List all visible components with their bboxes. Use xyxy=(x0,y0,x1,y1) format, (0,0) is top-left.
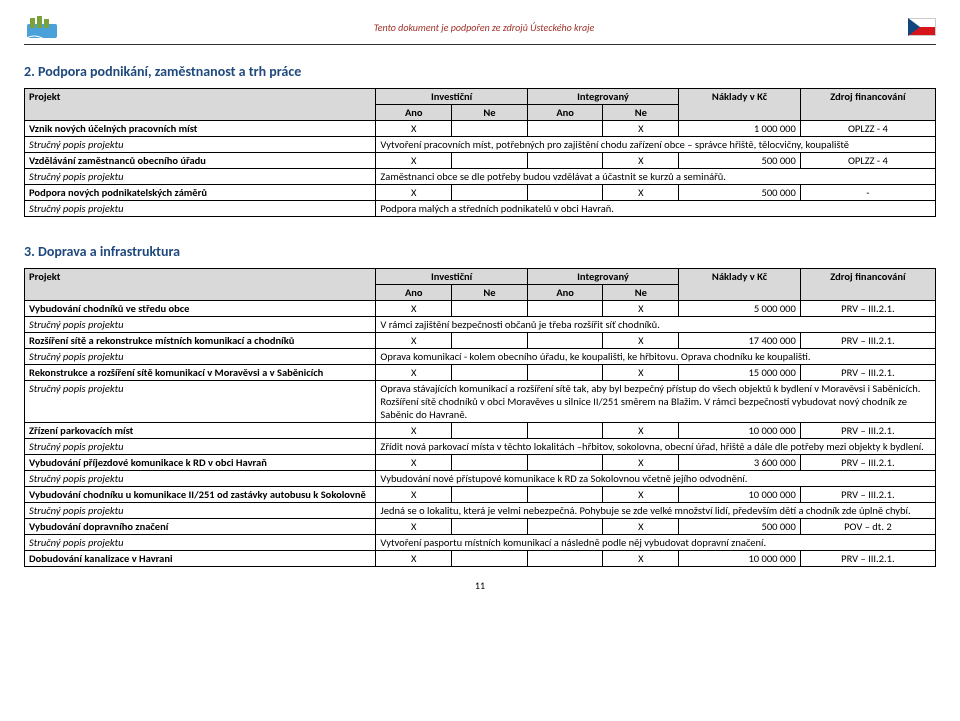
header-subtitle: Tento dokument je podpořen ze zdrojů Úst… xyxy=(60,21,908,34)
col-inv-ano: Ano xyxy=(376,285,452,301)
table-header: Projekt Investiční Integrovaný Náklady v… xyxy=(25,89,936,121)
col-source: Zdroj financování xyxy=(800,269,935,301)
col-invest: Investiční xyxy=(376,269,527,285)
col-source: Zdroj financování xyxy=(800,89,935,121)
col-int-ne: Ne xyxy=(603,105,679,121)
table-desc-row: Stručný popis projektuVybudování nové př… xyxy=(25,471,936,487)
col-inv-ano: Ano xyxy=(376,105,452,121)
table-desc-row: Stručný popis projektuZaměstnanci obce s… xyxy=(25,169,936,185)
table-row: Vzdělávání zaměstnanců obecního úřaduXX5… xyxy=(25,153,936,169)
table-row: Vybudování chodníku u komunikace II/251 … xyxy=(25,487,936,503)
section-2-title: 2. Podpora podnikání, zaměstnanost a trh… xyxy=(24,63,936,80)
col-cost: Náklady v Kč xyxy=(679,89,801,121)
region-logo xyxy=(24,12,60,42)
table-header: Projekt Investiční Integrovaný Náklady v… xyxy=(25,269,936,301)
page-header: Tento dokument je podpořen ze zdrojů Úst… xyxy=(24,12,936,45)
table-row: Vznik nových účelných pracovních místXX1… xyxy=(25,121,936,137)
col-integr: Integrovaný xyxy=(527,89,678,105)
col-integr: Integrovaný xyxy=(527,269,678,285)
col-project: Projekt xyxy=(25,269,376,301)
table-desc-row: Stručný popis projektuOprava komunikací … xyxy=(25,349,936,365)
section-2-table: Projekt Investiční Integrovaný Náklady v… xyxy=(24,88,936,217)
col-project: Projekt xyxy=(25,89,376,121)
col-inv-ne: Ne xyxy=(452,105,528,121)
table-desc-row: Stručný popis projektuVytvoření pracovní… xyxy=(25,137,936,153)
section-3-table: Projekt Investiční Integrovaný Náklady v… xyxy=(24,268,936,567)
table-row: Rekonstrukce a rozšíření sítě komunikací… xyxy=(25,365,936,381)
table-desc-row: Stručný popis projektuOprava stávajících… xyxy=(25,381,936,423)
col-int-ano: Ano xyxy=(527,105,603,121)
cz-flag-icon xyxy=(908,18,936,36)
col-int-ano: Ano xyxy=(527,285,603,301)
table-desc-row: Stručný popis projektuV rámci zajištění … xyxy=(25,317,936,333)
table-row: Podpora nových podnikatelských záměrůXX5… xyxy=(25,185,936,201)
table-row: Vybudování dopravního značeníXX500 000PO… xyxy=(25,519,936,535)
col-invest: Investiční xyxy=(376,89,527,105)
table-desc-row: Stručný popis projektuVytvoření pasportu… xyxy=(25,535,936,551)
table-row: Zřízení parkovacích místXX10 000 000PRV … xyxy=(25,423,936,439)
col-inv-ne: Ne xyxy=(452,285,528,301)
table-row: Vybudování příjezdové komunikace k RD v … xyxy=(25,455,936,471)
table-row: Vybudování chodníků ve středu obceXX5 00… xyxy=(25,301,936,317)
page-number: 11 xyxy=(24,579,936,592)
table-row: Rozšíření sítě a rekonstrukce místních k… xyxy=(25,333,936,349)
table-desc-row: Stručný popis projektuJedná se o lokalit… xyxy=(25,503,936,519)
col-cost: Náklady v Kč xyxy=(679,269,801,301)
table-row: Dobudování kanalizace v HavraniXX10 000 … xyxy=(25,551,936,567)
col-int-ne: Ne xyxy=(603,285,679,301)
table-desc-row: Stručný popis projektuZřídit nová parkov… xyxy=(25,439,936,455)
table-desc-row: Stručný popis projektuPodpora malých a s… xyxy=(25,201,936,217)
section-3-title: 3. Doprava a infrastruktura xyxy=(24,243,936,260)
